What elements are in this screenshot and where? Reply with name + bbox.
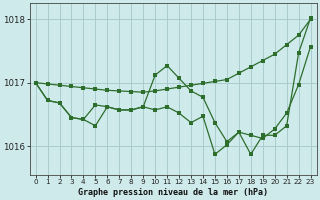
X-axis label: Graphe pression niveau de la mer (hPa): Graphe pression niveau de la mer (hPa) bbox=[78, 188, 268, 197]
